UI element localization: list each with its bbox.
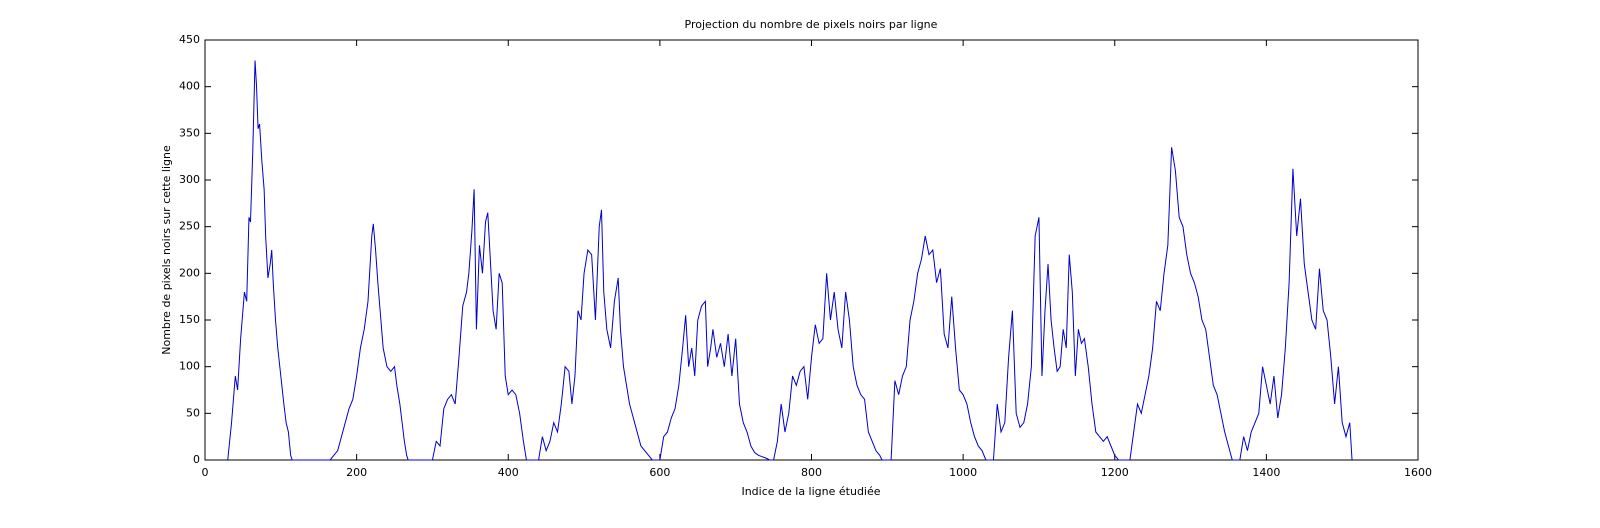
x-tick-label: 1400 [1252, 466, 1280, 479]
y-tick-label: 200 [179, 266, 200, 279]
y-tick-label: 0 [193, 453, 200, 466]
y-tick-label: 400 [179, 80, 200, 93]
y-axis-label: Nombre de pixels noirs sur cette ligne [160, 145, 173, 355]
chart-title: Projection du nombre de pixels noirs par… [685, 18, 938, 31]
x-tick-label: 400 [498, 466, 519, 479]
x-tick-label: 1000 [949, 466, 977, 479]
x-axis-label: Indice de la ligne étudiée [741, 485, 880, 498]
y-tick-label: 350 [179, 126, 200, 139]
y-tick-label: 50 [186, 406, 200, 419]
y-tick-label: 150 [179, 313, 200, 326]
plot-area [204, 39, 1419, 461]
y-tick-label: 100 [179, 360, 200, 373]
x-tick-label: 200 [346, 466, 367, 479]
y-tick-label: 450 [179, 33, 200, 46]
x-tick-label: 0 [202, 466, 209, 479]
y-tick-label: 250 [179, 220, 200, 233]
y-tick-label: 300 [179, 173, 200, 186]
x-tick-label: 800 [801, 466, 822, 479]
x-tick-label: 1600 [1404, 466, 1432, 479]
x-tick-label: 1200 [1101, 466, 1129, 479]
x-tick-label: 600 [649, 466, 670, 479]
data-line [227, 60, 1353, 461]
